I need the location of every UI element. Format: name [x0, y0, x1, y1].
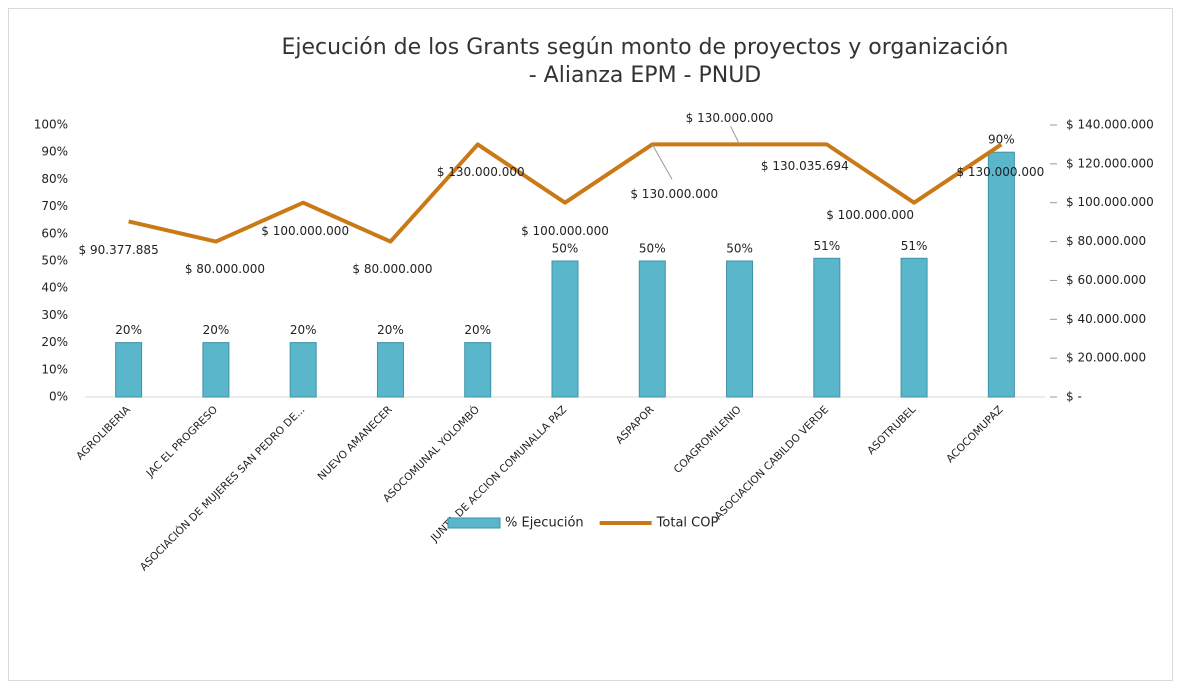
- chart-title: Ejecución de los Grants según monto de p…: [281, 35, 1008, 60]
- y2-tick-label: $ 140.000.000: [1066, 118, 1154, 132]
- line-value-label: $ 130.000.000: [630, 187, 718, 201]
- bar-value-label: 50%: [552, 242, 579, 256]
- legend-label: Total COP: [656, 516, 719, 531]
- y2-tick-label: $ 60.000.000: [1066, 273, 1146, 287]
- y-tick-label: 0%: [49, 390, 68, 404]
- y2-tick-label: $ 120.000.000: [1066, 156, 1154, 170]
- y-tick-label: 70%: [41, 199, 68, 213]
- y-tick-label: 20%: [41, 335, 68, 349]
- bar-value-label: 51%: [901, 239, 928, 253]
- bar: [900, 257, 928, 398]
- bar: [289, 342, 317, 398]
- line-value-label: $ 90.377.885: [79, 243, 159, 257]
- line-value-label: $ 100.000.000: [826, 208, 914, 222]
- bar: [813, 257, 841, 398]
- bar-value-label: 50%: [639, 242, 666, 256]
- y-tick-label: 40%: [41, 281, 68, 295]
- leader-line: [651, 144, 673, 180]
- bar: [115, 342, 143, 398]
- bar: [726, 260, 754, 398]
- y2-tick-label: $ 80.000.000: [1066, 234, 1146, 248]
- y-tick-label: 90%: [41, 145, 68, 159]
- y2-tick-label: $ 100.000.000: [1066, 195, 1154, 209]
- y-tick-label: 80%: [41, 172, 68, 186]
- y-tick-label: 100%: [34, 118, 68, 132]
- chart-title: - Alianza EPM - PNUD: [529, 63, 762, 88]
- bar: [376, 342, 404, 398]
- bar-value-label: 20%: [203, 323, 230, 337]
- bar-value-label: 50%: [726, 242, 753, 256]
- y-tick-label: 50%: [41, 254, 68, 268]
- bar-value-label: 20%: [290, 323, 317, 337]
- line-value-label: $ 130.035.694: [761, 159, 849, 173]
- y2-tick-label: $ 20.000.000: [1066, 351, 1146, 365]
- bar: [202, 342, 230, 398]
- bar-value-label: 20%: [464, 323, 491, 337]
- leader-line: [730, 126, 740, 145]
- line-value-label: $ 130.000.000: [956, 165, 1044, 179]
- y-tick-label: 60%: [41, 226, 68, 240]
- line-value-label: $ 130.000.000: [686, 111, 774, 125]
- bar-value-label: 51%: [813, 239, 840, 253]
- y2-tick-label: $ -: [1066, 390, 1082, 404]
- bar-value-label: 90%: [988, 133, 1015, 147]
- line-value-label: $ 80.000.000: [185, 262, 265, 276]
- line-value-label: $ 130.000.000: [437, 165, 525, 179]
- bar-value-label: 20%: [377, 323, 404, 337]
- legend-swatch: [447, 517, 501, 529]
- y-tick-label: 30%: [41, 308, 68, 322]
- line: [128, 142, 1003, 244]
- bar-value-label: 20%: [115, 323, 142, 337]
- bar: [464, 342, 492, 398]
- bar: [638, 260, 666, 398]
- bar: [551, 260, 579, 398]
- legend-label: % Ejecución: [505, 516, 584, 531]
- line-value-label: $ 100.000.000: [521, 224, 609, 238]
- line-value-label: $ 100.000.000: [261, 224, 349, 238]
- line-value-label: $ 80.000.000: [352, 262, 432, 276]
- y2-tick-label: $ 40.000.000: [1066, 312, 1146, 326]
- bar: [987, 151, 1015, 398]
- y-tick-label: 10%: [41, 362, 68, 376]
